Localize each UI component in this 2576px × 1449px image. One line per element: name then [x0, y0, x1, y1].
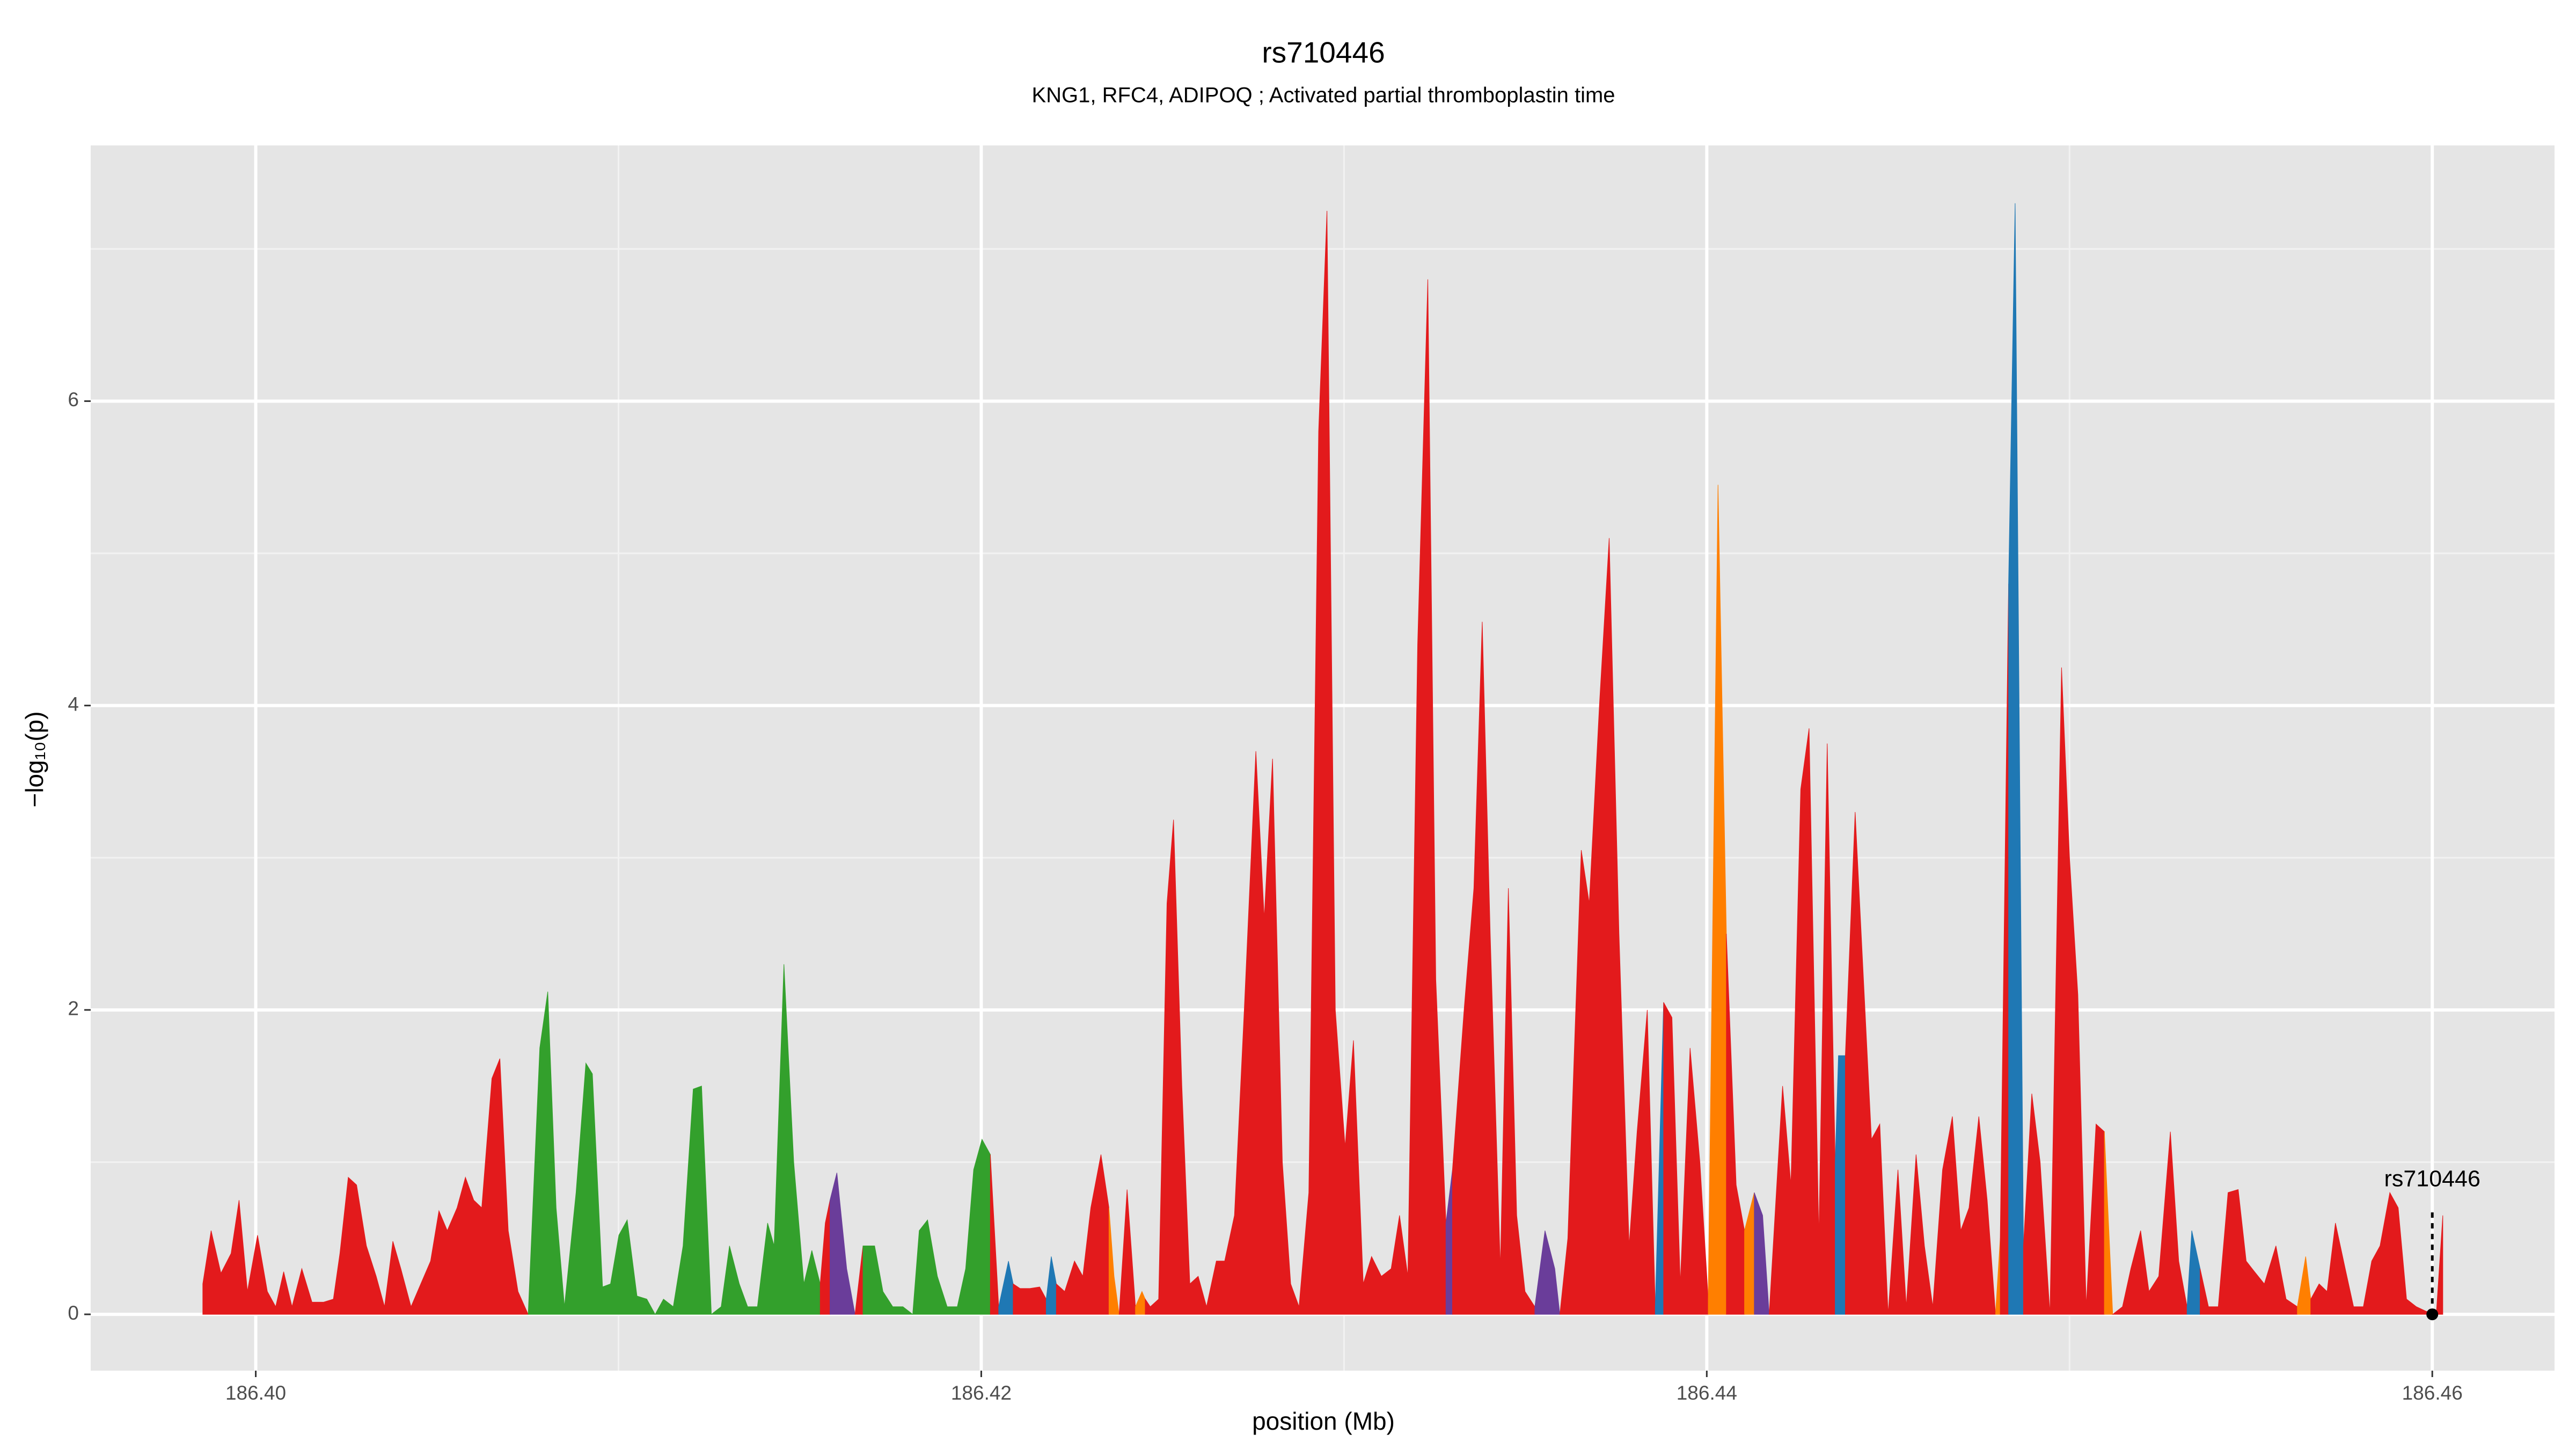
- area-segment: [2200, 1189, 2298, 1315]
- area-segment: [2008, 203, 2024, 1315]
- y-tick-label: 0: [68, 1302, 79, 1324]
- y-axis-title: −log₁₀(p): [20, 711, 48, 807]
- area-segment: [1835, 1055, 1846, 1315]
- area-segment: [2104, 1131, 2113, 1315]
- area-segment: [862, 1138, 991, 1315]
- area-group: [202, 203, 2443, 1315]
- area-segment: [1534, 1230, 1561, 1315]
- area-segment: [1726, 934, 1745, 1315]
- area-segment: [1708, 485, 1727, 1315]
- annotation-label: rs710446: [2384, 1166, 2480, 1191]
- area-segment: [819, 1200, 831, 1315]
- area-segment: [1135, 1291, 1146, 1315]
- x-tick-label: 186.40: [225, 1382, 286, 1404]
- chart-title: rs710446: [1262, 36, 1385, 69]
- area-segment: [830, 1173, 855, 1315]
- chart-subtitle: KNG1, RFC4, ADIPOQ ; Activated partial t…: [1031, 84, 1615, 107]
- area-segment: [1845, 812, 1996, 1315]
- area-segment: [998, 1261, 1014, 1315]
- area-segment: [2186, 1230, 2201, 1315]
- area-segment: [1045, 1256, 1057, 1315]
- area-segment: [1754, 1192, 1770, 1315]
- x-tick-label: 186.42: [951, 1382, 1012, 1404]
- annotation-point: [2426, 1308, 2439, 1321]
- x-tick-label: 186.46: [2402, 1382, 2463, 1404]
- area-segment: [202, 1058, 529, 1315]
- area-segment: [528, 964, 821, 1315]
- area-segment: [2297, 1256, 2311, 1315]
- y-tick-label: 6: [68, 389, 79, 411]
- area-segment: [1145, 210, 1446, 1315]
- y-tick-label: 4: [68, 693, 79, 715]
- y-tick-label: 2: [68, 998, 79, 1020]
- area-segment: [1108, 1208, 1119, 1315]
- x-axis-title: position (Mb): [1252, 1407, 1395, 1435]
- x-tick-label: 186.44: [1677, 1382, 1737, 1404]
